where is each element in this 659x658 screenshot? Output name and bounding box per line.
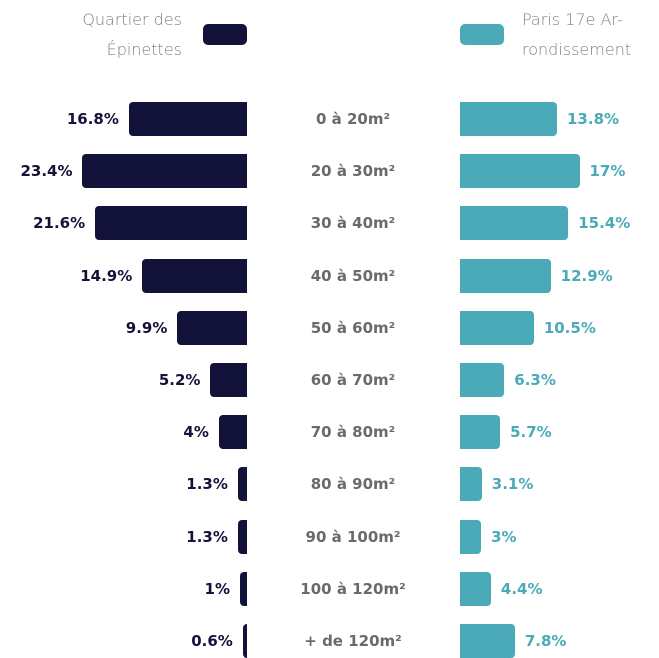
value-label: 13.8% — [567, 110, 620, 128]
bar — [460, 624, 515, 658]
legend-label: Quartier des Épinettes — [82, 10, 182, 59]
value-label: 5.2% — [158, 371, 201, 389]
value-label: 0.6% — [191, 632, 233, 650]
value-label: 4% — [183, 423, 209, 442]
category-label: 80 à 90m² — [310, 475, 396, 494]
value-label: 6.3% — [514, 371, 556, 389]
bar — [460, 258, 551, 293]
value-label: 3.1% — [491, 475, 534, 494]
category-label: 60 à 70m² — [310, 371, 396, 389]
bar — [218, 415, 247, 450]
category-label: + de 120m² — [304, 632, 402, 650]
bar — [237, 519, 247, 554]
bar — [239, 571, 247, 606]
bar — [460, 571, 491, 606]
bar — [142, 258, 247, 293]
legend-swatch — [203, 24, 247, 45]
value-label: 14.9% — [80, 266, 133, 285]
value-label: 16.8% — [66, 110, 119, 128]
bar — [460, 519, 482, 554]
legend-swatch — [460, 24, 504, 45]
category-label: 70 à 80m² — [310, 423, 396, 442]
value-label: 15.4% — [578, 214, 631, 233]
bar — [242, 624, 247, 658]
value-label: 7.8% — [524, 632, 567, 650]
value-label: 23.4% — [20, 162, 73, 181]
value-label: 12.9% — [560, 266, 613, 285]
bar — [460, 363, 505, 397]
value-label: 21.6% — [33, 214, 86, 233]
bar — [95, 206, 247, 241]
bar — [460, 154, 580, 189]
bar — [460, 102, 557, 136]
bar — [128, 102, 247, 136]
bar — [210, 363, 247, 397]
legend-label: Paris 17e Ar-rondissement — [522, 10, 632, 59]
value-label: 1.3% — [186, 527, 228, 546]
bar — [82, 154, 247, 189]
category-label: 30 à 40m² — [310, 214, 396, 233]
bar — [460, 467, 482, 502]
category-label: 0 à 20m² — [315, 110, 391, 128]
bar — [460, 310, 534, 345]
value-label: 3% — [491, 527, 517, 546]
bar — [237, 467, 247, 502]
bar — [460, 206, 569, 241]
value-label: 1.3% — [186, 475, 228, 494]
value-label: 17% — [589, 162, 626, 181]
value-label: 10.5% — [543, 318, 596, 337]
value-label: 1% — [204, 579, 230, 598]
bar — [177, 310, 247, 345]
category-label: 100 à 120m² — [300, 579, 406, 598]
category-label: 20 à 30m² — [310, 162, 396, 181]
value-label: 9.9% — [125, 318, 168, 337]
value-label: 5.7% — [510, 423, 552, 442]
category-label: 40 à 50m² — [310, 266, 396, 285]
value-label: 4.4% — [500, 579, 543, 598]
category-label: 50 à 60m² — [310, 318, 396, 337]
category-label: 90 à 100m² — [305, 527, 401, 546]
bar — [460, 415, 501, 450]
